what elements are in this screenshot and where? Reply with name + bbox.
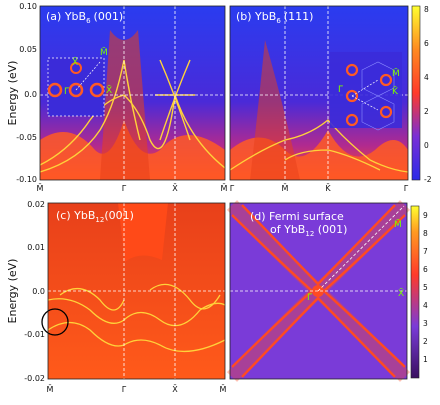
colorbar-bottom: 9 8 7 6 5 4 3 2 1 [410, 205, 428, 379]
cb-top-3: 2 [424, 107, 429, 116]
top-ytick-4: -0.10 [16, 175, 37, 184]
bot-ytick-3: -0.01 [24, 330, 45, 339]
panel-d: Γ̄ X̄ M̄ (d) Fermi surface of YbB12 (001… [226, 200, 410, 382]
panel-a-xticks: M̄ Γ̄ X̄ M̄ [37, 183, 228, 193]
d-x-label: X̄ [398, 287, 404, 299]
cb-top-2: 4 [424, 73, 429, 82]
surface-bands-b [229, 119, 409, 173]
cb-top-4: 0 [424, 141, 429, 150]
inset-b: Γ̄ M̄ K̄ [330, 52, 402, 131]
bot-ytick-2: 0.0 [32, 287, 45, 296]
cb-top-5: -2 [424, 175, 432, 184]
c-xtick-2: X̄ [172, 384, 178, 394]
cb-bot-7: 2 [423, 337, 428, 346]
top-y-axis-label: Energy (eV) [6, 61, 19, 126]
c-xtick-3: M̄ [220, 384, 227, 394]
bulk-column-b [250, 40, 300, 180]
d-gamma-label: Γ̄ [307, 293, 312, 303]
cb-bot-2: 7 [423, 247, 428, 256]
highlight-circle [41, 308, 69, 336]
c-xtick-1: Γ̄ [122, 385, 127, 394]
b-xtick-1: M̄ [282, 183, 289, 193]
c-xtick-0: M̄ [47, 384, 54, 394]
panel-c: (c) YbB12(001) [41, 202, 226, 380]
panel-c-title: (c) YbB12(001) [56, 209, 134, 224]
inset-b-k: K̄ [392, 85, 399, 97]
top-ytick-2: 0.0 [24, 90, 37, 99]
a-xtick-3: M̄ [221, 183, 228, 193]
panel-a: Γ̄ X̄ M̄ X̄ (a) YbB6 (001) [39, 5, 226, 181]
bot-ytick-4: -0.02 [24, 374, 45, 383]
a-xtick-0: M̄ [37, 183, 44, 193]
bot-ytick-1: 0.01 [27, 243, 45, 252]
panel-a-title: (a) YbB6 (001) [46, 10, 123, 25]
inset-a-x-label: X̄ [106, 84, 112, 96]
a-xtick-2: X̄ [172, 183, 178, 193]
cb-bot-8: 1 [423, 355, 428, 364]
cb-bot-1: 8 [423, 229, 428, 238]
bot-ytick-0: 0.02 [27, 200, 45, 209]
panel-d-title-line2: of YbB12 (001) [270, 223, 347, 238]
b-xtick-2: K̄ [325, 183, 331, 193]
inset-a-x: X̄ [72, 56, 78, 68]
panel-d-title-line1: (d) Fermi surface [250, 210, 344, 223]
cb-bot-5: 4 [423, 301, 428, 310]
cb-bot-4: 5 [423, 283, 428, 292]
inset-a-m: M̄ [100, 46, 108, 58]
cb-top-1: 6 [424, 39, 429, 48]
top-ytick-3: -0.05 [16, 133, 37, 142]
top-ytick-0: 0.10 [19, 2, 37, 11]
cb-bot-3: 6 [423, 265, 428, 274]
cb-bot-6: 3 [423, 319, 428, 328]
bulk-column-a [100, 30, 150, 180]
b-xtick-3: Γ̄ [404, 184, 409, 193]
colorbar-top: 8 6 4 2 0 -2 [411, 5, 432, 184]
panel-b-xticks: Γ̄ M̄ K̄ Γ̄ [230, 183, 409, 193]
cb-top-0: 8 [424, 5, 429, 14]
inset-b-gamma: Γ̄ [338, 85, 343, 95]
panel-b-title: (b) YbB6 (111) [236, 10, 313, 25]
panel-c-xticks: M̄ Γ̄ X̄ M̄ [47, 384, 227, 394]
bulk-column-c [118, 203, 168, 262]
a-xtick-1: Γ̄ [122, 184, 127, 193]
panel-b: Γ̄ M̄ K̄ (b) YbB6 (111) [229, 5, 409, 181]
gamma-m-line-d [317, 205, 405, 292]
top-ytick-1: 0.05 [19, 45, 37, 54]
inset-a-gamma: Γ̄ [64, 87, 69, 97]
bottom-y-axis-label: Energy (eV) [6, 259, 19, 324]
inset-b-m: M̄ [392, 67, 400, 79]
bottom-y-ticks: 0.02 0.01 0.0 -0.01 -0.02 [24, 200, 45, 383]
inset-a: Γ̄ X̄ M̄ [47, 46, 108, 117]
cb-bot-0: 9 [423, 211, 428, 220]
d-m-label: M̄ [394, 218, 402, 230]
top-y-ticks: 0.10 0.05 0.0 -0.05 -0.10 [16, 2, 37, 184]
b-xtick-0: Γ̄ [230, 184, 235, 193]
